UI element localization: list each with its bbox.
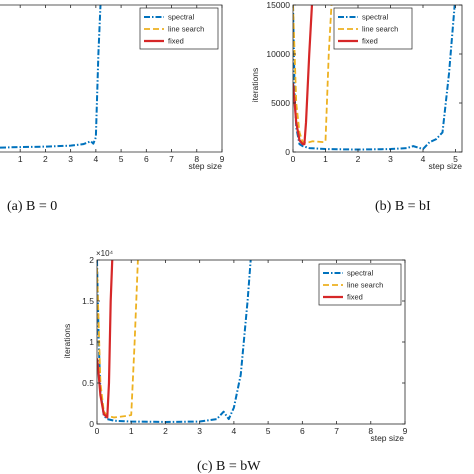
panel-c-x-tick-label: 0 <box>95 426 100 436</box>
panel-a-x-tick-label: 7 <box>169 154 174 164</box>
panel-c-x-tick-label: 2 <box>163 426 168 436</box>
panel-b-caption: (b) B = bI <box>375 199 431 214</box>
panel-a-legend-label-fixed: fixed <box>168 37 184 46</box>
panel-c-lines <box>97 260 252 423</box>
panel-c-legend-label-fixed: fixed <box>347 293 363 302</box>
panel-b-y-axis-label: iterations <box>250 68 260 103</box>
panel-a-x-tick-label: 1 <box>18 154 23 164</box>
panel-a-legend-label-line-search: line search <box>168 25 204 34</box>
panel-c-legend-box <box>318 263 402 306</box>
panel-b-x-tick-label: 5 <box>453 154 458 164</box>
panel-c-y-tick-label: 1.5 <box>82 296 94 306</box>
panel-c-y-exponent: ×10⁴ <box>96 249 114 258</box>
panel-a-x-tick-label: 8 <box>194 154 199 164</box>
panel-b-legend-label-fixed: fixed <box>362 37 378 46</box>
panel-a-series-spectral <box>0 5 102 149</box>
panel-c-x-tick-label: 4 <box>232 426 237 436</box>
panel-b-legend: spectral line search fixed <box>333 7 413 50</box>
panel-c-legend-label-spectral: spectral <box>347 269 374 278</box>
panel-b-y-tick-label: 15000 <box>266 0 290 10</box>
panel-b-chart: 0 1 2 3 4 5 0 5000 10000 15000 step size iterati… <box>250 0 463 214</box>
panel-c-y-tick-label: 1 <box>89 337 94 347</box>
panel-c-y-tick-label: 0.5 <box>82 378 94 388</box>
panel-c-caption: (c) B = bW <box>197 459 261 474</box>
panel-b-y-ticks: 0 5000 10000 15000 <box>266 0 462 157</box>
panel-c-y-tick-label: 0 <box>89 419 94 429</box>
panel-b-y-tick-label: 10000 <box>266 49 290 59</box>
panel-b-x-tick-label: 3 <box>388 154 393 164</box>
panel-c-x-tick-label: 5 <box>266 426 271 436</box>
panel-b-x-tick-label: 4 <box>421 154 426 164</box>
panel-a-x-tick-label: 2 <box>43 154 48 164</box>
panel-b-legend-label-line-search: line search <box>362 25 398 34</box>
panel-b-x-axis-label: step size <box>428 161 462 171</box>
panel-b-axes-box <box>292 4 463 153</box>
panel-c-x-tick-label: 7 <box>334 426 339 436</box>
panel-b-x-tick-label: 0 <box>291 154 296 164</box>
panel-c-x-axis-label: step size <box>370 433 404 443</box>
panel-a-caption: (a) B = 0 <box>7 199 57 214</box>
panel-c-x-tick-label: 1 <box>129 426 134 436</box>
panel-c-x-tick-label: 3 <box>197 426 202 436</box>
panel-c-chart: 0 1 2 3 4 5 6 7 8 9 0 0.5 1 1.5 2 ×10⁴ step size iter… <box>62 249 408 474</box>
panel-c-y-axis-label: iterations <box>62 324 72 359</box>
panel-c-legend-label-line-search: line search <box>347 281 383 290</box>
panel-b-series-line-search <box>293 5 333 145</box>
panel-c-x-tick-label: 6 <box>300 426 305 436</box>
panel-b-x-ticks: 0 1 2 3 4 5 <box>291 5 458 164</box>
panel-c-series-spectral <box>97 260 252 423</box>
panel-a-x-axis-label: step size <box>188 161 222 171</box>
panel-c-series-fixed <box>97 260 114 419</box>
panel-c-x-ticks: 0 1 2 3 4 5 6 7 8 9 <box>95 260 408 436</box>
panel-a-axes <box>0 4 223 153</box>
panel-a-x-tick-label: 6 <box>144 154 149 164</box>
panel-a-legend-label-spectral: spectral <box>168 13 195 22</box>
panel-b-x-tick-label: 2 <box>356 154 361 164</box>
panel-b-x-tick-label: 1 <box>323 154 328 164</box>
panel-c-x-tick-label: 8 <box>368 426 373 436</box>
panel-a-x-tick-label: 5 <box>119 154 124 164</box>
panel-a-x-ticks: 1 2 3 4 5 6 7 8 9 <box>18 5 225 164</box>
panel-b-legend-label-spectral: spectral <box>362 13 389 22</box>
panel-c-y-tick-label: 2 <box>89 255 94 265</box>
panel-c-legend: spectral line search fixed <box>318 263 402 306</box>
panel-a-x-tick-label: 9 <box>220 154 225 164</box>
panel-c-y-ticks: 0 0.5 1 1.5 2 <box>82 255 405 429</box>
panel-b-y-tick-label: 5000 <box>271 98 290 108</box>
panel-a-x-tick-label: 4 <box>93 154 98 164</box>
panel-a-legend: spectral line search fixed <box>139 7 219 50</box>
panel-b-series-fixed <box>293 5 314 146</box>
panel-a-x-tick-label: 3 <box>68 154 73 164</box>
panel-a-lines <box>0 5 102 149</box>
panel-b-y-tick-label: 0 <box>285 147 290 157</box>
panel-a-chart: 1 2 3 4 5 6 7 8 9 step size spectral line search f… <box>0 4 225 214</box>
panel-c-series-line-search <box>97 260 139 419</box>
panel-a-axes-box <box>0 4 223 153</box>
panel-c-x-tick-label: 9 <box>403 426 408 436</box>
panel-b-axes <box>292 4 463 153</box>
